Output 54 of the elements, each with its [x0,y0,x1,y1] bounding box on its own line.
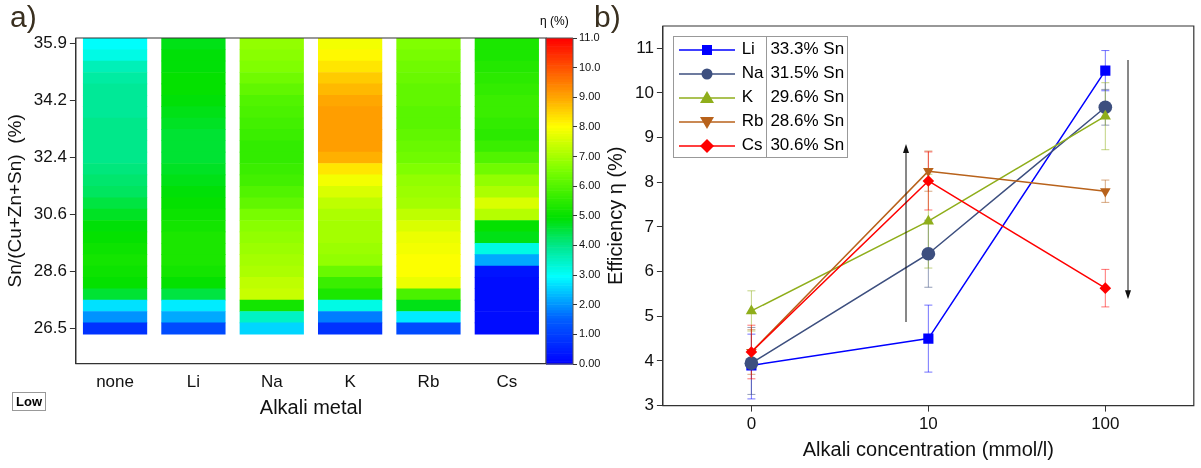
y-tick-label: 32.4 [33,147,67,167]
y-tick-label: 28.6 [33,261,67,281]
color-bar-label: 1.00 [579,327,601,340]
y-tick-label: 4 [644,350,654,370]
text: Low [12,392,46,411]
y-axis-title: Sn/(Cu+Zn+Sn) (%) [3,114,25,288]
chart-title: b) [594,0,621,33]
y-tick-label: 35.9 [33,33,67,53]
y-tick-label: 6 [644,261,654,281]
annotation: 33.3% Sn [769,38,846,60]
legend-label: Li [673,37,767,61]
color-bar-label: 5.00 [579,208,601,221]
x-tick-label: Na [260,372,284,392]
color-bar-label: 7.00 [579,149,601,162]
y-tick-label: 34.2 [33,90,67,110]
color-bar-label: 11.0 [579,31,600,44]
y-tick-label: 7 [644,216,654,236]
annotation: 28.6% Sn [769,110,846,132]
annotation: 31.5% Sn [769,62,846,84]
x-tick-label: none [96,372,134,392]
y-tick-label: 10 [634,82,654,102]
legend-label: Na [673,61,767,85]
y-tick-label: 8 [644,171,654,191]
chart-title: a) [10,0,37,34]
color-bar-label: 10.0 [579,60,601,73]
y-tick-label: 5 [644,305,654,325]
legend-label: Cs [673,133,767,157]
x-tick-label: 10 [918,414,938,434]
color-bar-label: 2.00 [579,297,601,310]
x-tick-label: Rb [417,372,440,392]
y-tick-label: 30.6 [33,204,67,224]
color-bar-label: 4.00 [579,238,601,251]
color-bar-label: 3.00 [579,268,601,281]
legend-label: K [673,85,767,109]
x-tick-label: K [344,372,357,392]
color-bar-label: 0.00 [579,357,601,370]
x-tick-label: Li [186,372,201,392]
color-bar-label: 8.00 [579,119,601,132]
x-axis-title: Alkali concentration (mmol/l) [802,437,1054,460]
x-tick-label: 0 [746,414,757,434]
y-axis-title: Efficiency η (%) [603,146,626,286]
annotation: 29.6% Sn [769,86,846,108]
y-tick-label: 3 [644,395,654,415]
y-tick-label: 9 [644,127,654,147]
x-tick-label: Cs [496,372,518,392]
annotation: 30.6% Sn [769,134,846,156]
legend-label: Rb [673,109,767,133]
x-axis-title: Alkali metal [259,395,363,418]
color-bar-label: 6.00 [579,179,601,192]
color-bar-title: η (%) [540,14,569,28]
y-tick-label: 11 [636,38,654,58]
x-tick-label: 100 [1091,414,1120,434]
color-bar-label: 9.00 [579,90,601,103]
y-tick-label: 26.5 [33,318,67,337]
